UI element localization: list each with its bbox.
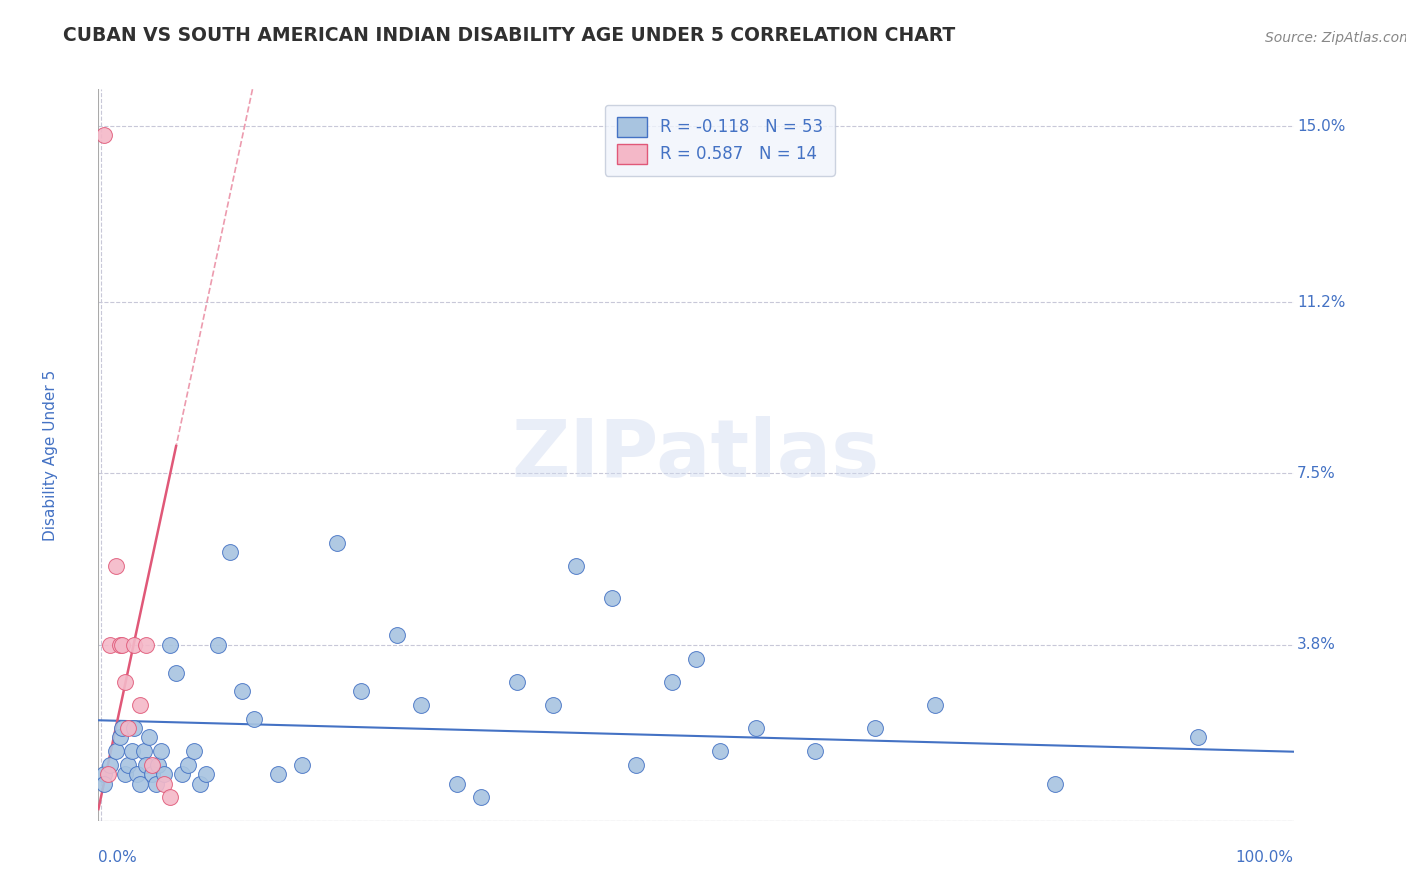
Point [125, 767, 148, 781]
Point [93, 128, 115, 143]
Text: 7.5%: 7.5% [1298, 466, 1336, 481]
Point [243, 712, 266, 726]
Point [117, 721, 139, 735]
Point [153, 776, 176, 790]
Point [111, 721, 134, 735]
Point [506, 674, 529, 689]
Point [114, 767, 136, 781]
Point [121, 744, 143, 758]
Point [195, 767, 218, 781]
Legend: R = -0.118   N = 53, R = 0.587   N = 14: R = -0.118 N = 53, R = 0.587 N = 14 [605, 105, 835, 176]
Point [138, 731, 160, 745]
Text: 100.0%: 100.0% [1236, 850, 1294, 865]
Point [291, 758, 314, 772]
Point [188, 776, 211, 790]
Point [924, 698, 946, 712]
Point [267, 767, 290, 781]
Point [93, 767, 115, 781]
Point [626, 758, 648, 772]
Point [159, 790, 181, 805]
Point [111, 638, 134, 652]
Point [602, 591, 624, 606]
Point [97, 767, 120, 781]
Point [326, 536, 349, 550]
Point [148, 758, 170, 772]
Point [865, 721, 887, 735]
Point [98, 638, 122, 652]
Point [132, 744, 155, 758]
Point [141, 767, 163, 781]
Text: Disability Age Under 5: Disability Age Under 5 [44, 369, 58, 541]
Point [1043, 776, 1066, 790]
Point [1187, 731, 1209, 745]
Text: 3.8%: 3.8% [1298, 637, 1336, 652]
Point [114, 674, 136, 689]
Point [470, 790, 492, 805]
Point [745, 721, 768, 735]
Point [124, 721, 146, 735]
Point [661, 674, 683, 689]
Point [231, 684, 253, 698]
Point [183, 744, 205, 758]
Point [135, 638, 157, 652]
Text: CUBAN VS SOUTH AMERICAN INDIAN DISABILITY AGE UNDER 5 CORRELATION CHART: CUBAN VS SOUTH AMERICAN INDIAN DISABILIT… [63, 26, 955, 45]
Point [446, 776, 468, 790]
Point [411, 698, 433, 712]
Point [685, 651, 707, 665]
Point [117, 758, 139, 772]
Point [129, 776, 152, 790]
Point [153, 767, 176, 781]
Point [804, 744, 827, 758]
Point [124, 638, 146, 652]
Text: 0.0%: 0.0% [98, 850, 138, 865]
Text: 11.2%: 11.2% [1298, 294, 1346, 310]
Point [105, 559, 128, 574]
Point [565, 559, 588, 574]
Point [108, 638, 131, 652]
Point [129, 698, 152, 712]
Point [207, 638, 229, 652]
Point [159, 638, 181, 652]
Point [177, 758, 200, 772]
Point [93, 776, 115, 790]
Point [145, 776, 167, 790]
Point [141, 758, 163, 772]
Point [105, 744, 128, 758]
Point [385, 628, 409, 642]
Point [98, 758, 122, 772]
Point [350, 684, 373, 698]
Text: 15.0%: 15.0% [1298, 119, 1346, 134]
Point [541, 698, 564, 712]
Point [135, 758, 157, 772]
Point [172, 767, 194, 781]
Point [149, 744, 172, 758]
Point [709, 744, 731, 758]
Point [219, 545, 242, 559]
Point [165, 665, 187, 680]
Text: Source: ZipAtlas.com: Source: ZipAtlas.com [1265, 31, 1406, 45]
Point [108, 731, 131, 745]
Text: ZIPatlas: ZIPatlas [512, 416, 880, 494]
